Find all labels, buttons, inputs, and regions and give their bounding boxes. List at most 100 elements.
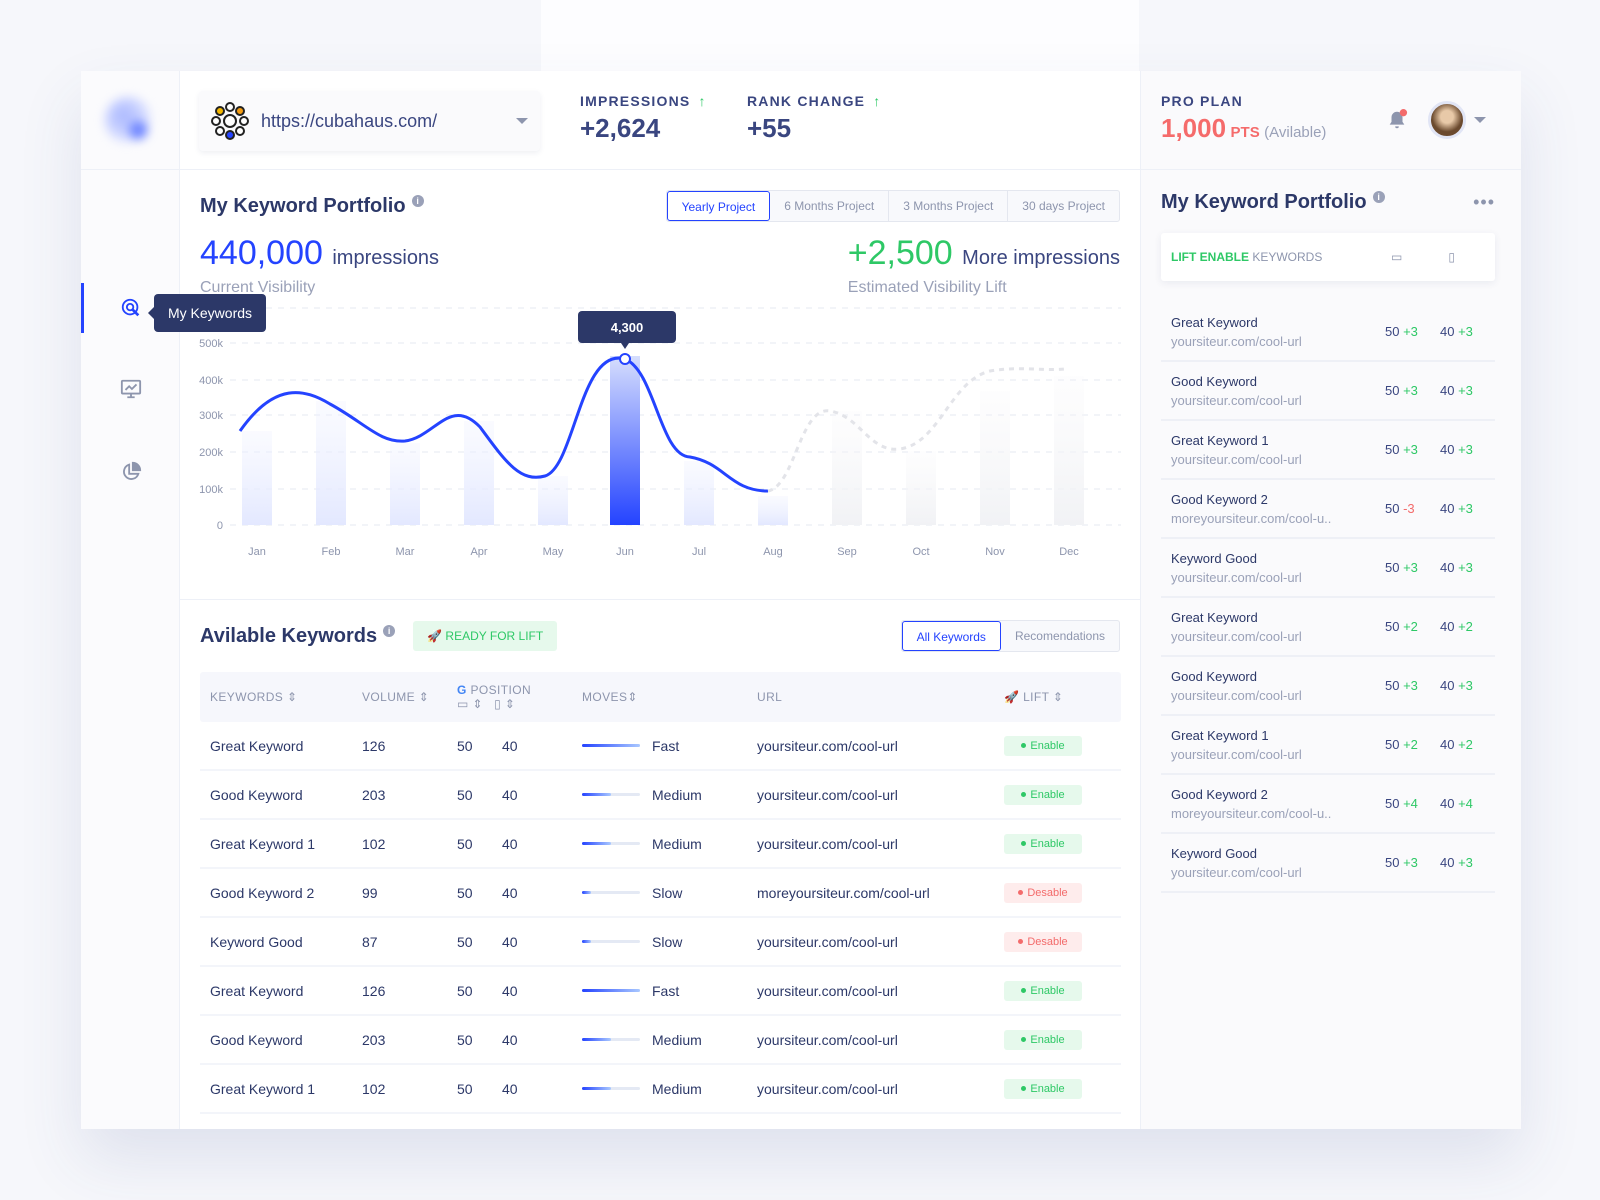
svg-text:May: May	[543, 546, 564, 558]
mobile-rank: 40 +3	[1440, 501, 1473, 516]
sidebar-item-analytics[interactable]	[81, 364, 180, 414]
sort-position[interactable]: G POSITION ▭ ⇕ ▯ ⇕	[457, 683, 532, 711]
site-selector[interactable]: https://cubahaus.com/	[199, 91, 540, 151]
url-cell[interactable]: yoursiteur.com/cool-url	[757, 933, 898, 950]
lift-toggle[interactable]: Enable	[1004, 1078, 1082, 1099]
volume-cell: 203	[362, 786, 386, 803]
url-cell[interactable]: yoursiteur.com/cool-url	[757, 1080, 898, 1097]
rocket-icon: 🚀	[427, 629, 443, 643]
sort-volume[interactable]: VOLUME ⇕	[362, 690, 430, 704]
table-row[interactable]: Great Keyword 1 102 50 40 Medium yoursit…	[200, 1065, 1121, 1114]
table-row[interactable]: Good Keyword 2 99 50 40 Slow moreyoursit…	[200, 869, 1121, 918]
chevron-down-icon[interactable]	[1474, 117, 1486, 123]
url-cell[interactable]: moreyoursiteur.com/cool-url	[757, 884, 930, 901]
desktop-rank: 50 +3	[1385, 324, 1418, 339]
svg-text:Mar: Mar	[396, 546, 415, 558]
list-item[interactable]: Great Keyword 1 yoursiteur.com/cool-url 5…	[1161, 716, 1495, 775]
sort-moves[interactable]: MOVES ⇕	[582, 690, 638, 704]
list-item[interactable]: Good Keyword 2 moreyoursiteur.com/cool-u.…	[1161, 480, 1495, 539]
list-item[interactable]: Keyword Good yoursiteur.com/cool-url 50 +…	[1161, 539, 1495, 598]
sidebar-item-my-keywords[interactable]	[81, 283, 180, 333]
sort-keywords[interactable]: KEYWORDS ⇕	[210, 690, 298, 704]
bell-icon[interactable]	[1386, 109, 1408, 131]
volume-cell: 126	[362, 737, 386, 754]
moves-bar	[582, 940, 640, 943]
lift-toggle[interactable]: Enable	[1004, 980, 1082, 1001]
keyword-name: Keyword Good	[1171, 550, 1257, 566]
mobile-icon: ▯	[1448, 250, 1455, 264]
svg-text:Sep: Sep	[837, 546, 857, 558]
list-item[interactable]: Great Keyword 1 yoursiteur.com/cool-url 5…	[1161, 421, 1495, 480]
sidebar-item-reports[interactable]	[81, 447, 180, 497]
url-cell[interactable]: yoursiteur.com/cool-url	[757, 1031, 898, 1048]
mobile-rank: 40 +3	[1440, 855, 1473, 870]
desktop-position: 50	[457, 737, 473, 754]
rank-change-value: +55	[747, 113, 792, 143]
table-header: KEYWORDS ⇕ VOLUME ⇕ G POSITION ▭ ⇕ ▯ ⇕ MO…	[200, 672, 1121, 722]
list-item[interactable]: Great Keyword yoursiteur.com/cool-url 50 …	[1161, 303, 1495, 362]
table-row[interactable]: Great Keyword 126 50 40 Fast yoursiteur.…	[200, 722, 1121, 771]
lift-toggle[interactable]: Desable	[1004, 931, 1082, 952]
mobile-position: 40	[502, 737, 518, 754]
tab-all-keywords[interactable]: All Keywords	[901, 621, 1001, 651]
list-item[interactable]: Keyword Good yoursiteur.com/cool-url 50 +…	[1161, 834, 1495, 893]
main-content: https://cubahaus.com/ IMPRESSIONS ↑ +2,62…	[180, 71, 1141, 1129]
desktop-rank: 50 +3	[1385, 383, 1418, 398]
desktop-rank: 50 +2	[1385, 619, 1418, 634]
info-icon[interactable]: i	[1372, 191, 1385, 203]
info-icon[interactable]: i	[383, 624, 396, 637]
lift-toggle[interactable]: Enable	[1004, 1029, 1082, 1050]
url-cell[interactable]: yoursiteur.com/cool-url	[757, 835, 898, 852]
tab-yearly[interactable]: Yearly Project	[666, 191, 771, 221]
project-range-tabs: Yearly Project 6 Months Project 3 Months…	[665, 190, 1120, 222]
chevron-down-icon	[516, 118, 528, 124]
table-row[interactable]: Keyword Good 87 50 40 Slow yoursiteur.co…	[200, 918, 1121, 967]
desktop-icon: ▭	[457, 697, 469, 711]
lift-toggle[interactable]: Enable	[1004, 833, 1082, 854]
keyword-url: moreyoursiteur.com/cool-u..	[1171, 805, 1332, 821]
tab-6-months[interactable]: 6 Months Project	[770, 191, 890, 221]
volume-cell: 102	[362, 1080, 386, 1097]
keyword-name: Good Keyword	[1171, 668, 1257, 684]
list-item[interactable]: Good Keyword yoursiteur.com/cool-url 50 +…	[1161, 657, 1495, 716]
url-cell[interactable]: yoursiteur.com/cool-url	[757, 982, 898, 999]
current-unit: impressions	[332, 247, 440, 269]
keyword-url: yoursiteur.com/cool-url	[1171, 628, 1302, 644]
list-item[interactable]: Good Keyword 2 moreyoursiteur.com/cool-u.…	[1161, 775, 1495, 834]
tab-recommendations[interactable]: Recomendations	[1014, 629, 1105, 643]
ready-for-lift-badge[interactable]: 🚀 READY FOR LIFT	[413, 621, 558, 651]
more-icon[interactable]: •••	[1473, 192, 1495, 212]
list-item[interactable]: Great Keyword yoursiteur.com/cool-url 50 …	[1161, 598, 1495, 657]
volume-cell: 203	[362, 1031, 386, 1048]
points-value: 1,000	[1161, 113, 1227, 143]
url-cell[interactable]: yoursiteur.com/cool-url	[757, 786, 898, 803]
sort-lift[interactable]: 🚀 LIFT ⇕	[1004, 690, 1064, 704]
table-row[interactable]: Good Keyword 203 50 40 Medium yoursiteur…	[200, 771, 1121, 820]
table-row[interactable]: Good Keyword 203 50 40 Medium yoursiteur…	[200, 1016, 1121, 1065]
keyword-cell: Keyword Good	[210, 933, 303, 950]
lift-toggle[interactable]: Enable	[1004, 784, 1082, 805]
list-item[interactable]: Good Keyword yoursiteur.com/cool-url 50 +…	[1161, 362, 1495, 421]
info-icon[interactable]: i	[411, 194, 424, 207]
tab-3-months[interactable]: 3 Months Project	[889, 191, 1009, 221]
keyword-name: Great Keyword 1	[1171, 727, 1269, 743]
table-row[interactable]: Great Keyword 126 50 40 Fast yoursiteur.…	[200, 967, 1121, 1016]
desktop-rank: 50 +3	[1385, 442, 1418, 457]
table-row[interactable]: Great Keyword 1 102 50 40 Medium yoursit…	[200, 820, 1121, 869]
current-label: Current Visibility	[200, 279, 316, 296]
tab-30-days[interactable]: 30 days Project	[1022, 199, 1105, 213]
moves-cell: Fast	[582, 738, 757, 754]
lift-keyword-list: Great Keyword yoursiteur.com/cool-url 50 …	[1161, 303, 1495, 893]
mobile-position: 40	[502, 933, 518, 950]
current-value: 440,000	[200, 234, 323, 272]
lift-toggle[interactable]: Desable	[1004, 882, 1082, 903]
logo[interactable]	[81, 71, 179, 170]
site-url: https://cubahaus.com/	[261, 110, 438, 131]
avatar[interactable]	[1428, 101, 1466, 139]
moves-bar	[582, 1038, 640, 1041]
url-cell[interactable]: yoursiteur.com/cool-url	[757, 737, 898, 754]
volume-cell: 126	[362, 982, 386, 999]
lift-toggle[interactable]: Enable	[1004, 735, 1082, 756]
keyword-name: Good Keyword 2	[1171, 786, 1268, 802]
keyword-cell: Great Keyword	[210, 737, 304, 754]
